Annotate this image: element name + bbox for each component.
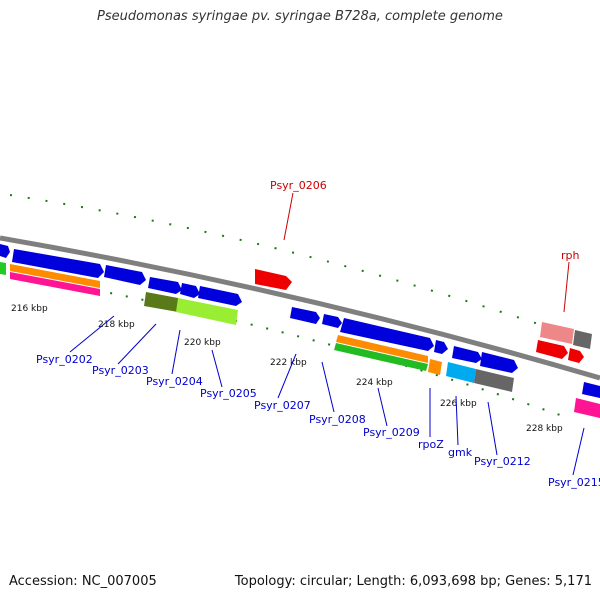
feature-bar [144, 292, 178, 312]
gene-arrow [582, 382, 600, 398]
gene-arrow [322, 314, 342, 328]
gene-arrow [434, 340, 448, 354]
leader-line [563, 261, 570, 313]
gene-label: Psyr_0215 [548, 476, 600, 489]
accession-text: Accession: NC_007005 [9, 574, 157, 589]
gene-arrow [180, 283, 200, 298]
feature-bars [0, 262, 600, 418]
forward-strand [0, 244, 600, 398]
feature-bar [334, 343, 428, 371]
gene-label: Psyr_0209 [363, 426, 420, 439]
genome-backbone [0, 235, 600, 381]
feature-bar [574, 398, 600, 418]
gene-label: Psyr_0208 [309, 413, 366, 426]
tick-label: 216 kbp [11, 304, 48, 314]
feature-bar [10, 264, 100, 288]
feature-bar [10, 272, 100, 296]
gene-arrow [148, 277, 182, 294]
gene-labels: Psyr_0202 Psyr_0203 Psyr_0204 Psyr_0205 … [36, 179, 600, 489]
gene-arrow [452, 346, 482, 363]
tick-label: 228 kbp [526, 424, 563, 434]
gene-arrow [198, 286, 242, 306]
gene-label: Psyr_0207 [254, 399, 311, 412]
leader-line [277, 353, 297, 399]
gene-arrow [568, 348, 584, 363]
gene-arrow [255, 269, 292, 290]
feature-bar [573, 330, 592, 349]
gene-label: Psyr_0204 [146, 375, 203, 388]
leader-lines-red [283, 192, 570, 313]
leader-line [211, 349, 223, 388]
gene-label: Psyr_0212 [474, 455, 531, 468]
leader-line [572, 427, 585, 476]
tick-label: 222 kbp [270, 358, 307, 368]
gene-label: rph [561, 249, 580, 262]
leader-line [69, 315, 115, 353]
feature-bar [336, 335, 428, 363]
gene-label: Psyr_0205 [200, 387, 257, 400]
leader-line [455, 395, 459, 446]
feature-bar [474, 369, 514, 392]
topology-text: Topology: circular; Length: 6,093,698 bp… [234, 574, 592, 589]
gene-arrow [0, 244, 10, 258]
leader-line [377, 387, 388, 427]
gene-label: Psyr_0206 [270, 179, 327, 192]
feature-bar [0, 262, 6, 275]
tick-label: 226 kbp [440, 399, 477, 409]
leader-line [117, 323, 157, 365]
feature-bar [428, 359, 442, 375]
gene-label: Psyr_0202 [36, 353, 93, 366]
scale-labels: 216 kbp 218 kbp 220 kbp 222 kbp 224 kbp … [11, 304, 563, 434]
genome-title: Pseudomonas syringae pv. syringae B728a,… [97, 9, 503, 24]
leader-line [321, 361, 335, 413]
tick-label: 220 kbp [184, 338, 221, 348]
gene-label: Psyr_0203 [92, 364, 149, 377]
leader-line [171, 329, 181, 375]
gene-arrow [480, 352, 518, 373]
gene-arrow [290, 307, 320, 324]
gene-label: gmk [448, 446, 473, 459]
tick-label: 218 kbp [98, 320, 135, 330]
leader-line [487, 401, 498, 456]
gene-arrow [104, 265, 146, 285]
gene-arrow [12, 249, 104, 278]
leader-lines [69, 315, 585, 476]
leader-line [283, 192, 294, 241]
gene-arrow [340, 318, 434, 351]
tick-label: 224 kbp [356, 378, 393, 388]
gene-arrow [536, 340, 568, 359]
gene-label: rpoZ [418, 438, 444, 451]
feature-bar [176, 298, 238, 325]
feature-bar [446, 362, 476, 383]
feature-bar [540, 322, 574, 344]
